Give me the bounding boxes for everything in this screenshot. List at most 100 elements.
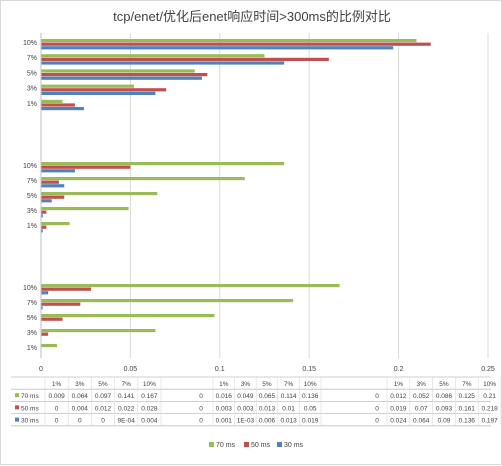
bar (41, 61, 285, 65)
table-cell: 0.141 (118, 393, 135, 400)
bar (41, 69, 195, 73)
y-category-label: 1% (27, 223, 37, 230)
table-cell: 0.028 (141, 405, 158, 412)
table-header-cell: 5% (262, 381, 272, 388)
x-tick-label: 0.25 (481, 366, 495, 373)
bar (41, 165, 131, 169)
table-cell: 0.004 (72, 405, 89, 412)
table-cell: 0.003 (237, 405, 254, 412)
y-category-label: 5% (27, 193, 37, 200)
table-header-cell: 1% (394, 381, 404, 388)
y-category-label: 7% (27, 55, 37, 62)
table-cell: 0.125 (459, 393, 476, 400)
bar (41, 162, 285, 166)
bar (41, 314, 215, 318)
legend-key (15, 417, 19, 422)
bars (41, 39, 431, 348)
bar (41, 73, 208, 77)
table-group-label: 0 (375, 393, 379, 400)
table-header-cell: 7% (462, 381, 472, 388)
table-cell: 0.07 (415, 405, 428, 412)
chart-title: tcp/enet/优化后enet响应时间>300ms的比例对比 (113, 9, 391, 24)
table-header-cell: 10% (304, 381, 317, 388)
table-header-cell: 7% (284, 381, 294, 388)
y-category-label: 3% (27, 86, 37, 93)
table-group-label: 0 (375, 405, 379, 412)
table-cell: 0.05 (304, 405, 317, 412)
table-cell: 0.001 (216, 418, 233, 425)
table-cell: 0 (78, 418, 82, 425)
bar (41, 192, 158, 196)
table-header-cell: 1% (52, 381, 62, 388)
bar (41, 54, 265, 58)
bar (41, 287, 92, 291)
table-cell: 0.049 (237, 393, 254, 400)
bar (41, 76, 202, 80)
y-category-label: 7% (27, 178, 37, 185)
table-cell: 0.006 (259, 418, 276, 425)
table-cell: 0.136 (459, 418, 476, 425)
table-cell: 0.019 (390, 405, 407, 412)
table-cell: 0.012 (95, 405, 112, 412)
table-header-cell: 3% (241, 381, 251, 388)
table-cell: 0.064 (72, 393, 89, 400)
table-cell: 0.167 (141, 393, 158, 400)
bar (41, 214, 43, 218)
table-cell: 0.052 (413, 393, 430, 400)
table-cell: 0 (101, 418, 105, 425)
y-category-label: 1% (27, 101, 37, 108)
bar (41, 88, 167, 92)
table-header-cell: 3% (75, 381, 85, 388)
table-cell: 0.016 (216, 393, 233, 400)
bar (41, 344, 58, 348)
bar (41, 177, 245, 181)
legend-key (15, 405, 19, 410)
table-row-label: 30 ms (21, 418, 39, 425)
bar (41, 103, 75, 107)
x-tick-label: 0.05 (124, 366, 138, 373)
table-cell: 0.21 (483, 393, 496, 400)
table-cell: 0.09 (438, 418, 451, 425)
bar (41, 306, 43, 310)
table-cell: 0 (55, 405, 59, 412)
bar (41, 184, 65, 188)
bar (41, 195, 65, 199)
bar (41, 107, 84, 111)
table-cell: 0 (55, 418, 59, 425)
table-cell: 0.136 (302, 393, 319, 400)
axes: 0 0.05 0.1 0.15 0.2 0.25 10% 7% 5% 3% 1% 10% 7% 5% 3% 1… (23, 33, 495, 373)
table-cell: 0.114 (281, 393, 297, 400)
table-group-label: 0 (199, 418, 203, 425)
table-header-cell: 5% (98, 381, 108, 388)
x-tick-label: 0 (39, 366, 43, 373)
x-tick-label: 0.2 (394, 366, 404, 373)
table-cell: 9E-04 (118, 418, 136, 425)
legend-label: 50 ms (251, 442, 271, 449)
table-cell: 0.019 (302, 418, 319, 425)
table-header-cell: 5% (439, 381, 449, 388)
table-cell: 0.01 (282, 405, 295, 412)
table-cell: 0.009 (48, 393, 65, 400)
bar (41, 302, 81, 306)
table-header-cell: 3% (416, 381, 426, 388)
table-header-cell: 7% (121, 381, 131, 388)
table-header-cell: 10% (143, 381, 156, 388)
legend-swatch (244, 442, 249, 447)
table-cell: 1E-03 (237, 418, 255, 425)
bar (41, 317, 63, 321)
bar (41, 207, 129, 211)
table-cell: 0.161 (459, 405, 476, 412)
table-cell: 0.064 (413, 418, 430, 425)
x-tick-label: 0.15 (302, 366, 316, 373)
legend: 70 ms 50 ms 30 ms (209, 442, 304, 449)
grid-lines (40, 33, 489, 358)
table-cell: 0.024 (390, 418, 407, 425)
y-category-label: 10% (23, 285, 37, 292)
table-row-label: 50 ms (21, 405, 39, 412)
bar (41, 57, 329, 61)
bar (41, 229, 43, 233)
bar (41, 169, 75, 173)
legend-swatch (209, 442, 214, 447)
table-header-cell: 1% (219, 381, 229, 388)
